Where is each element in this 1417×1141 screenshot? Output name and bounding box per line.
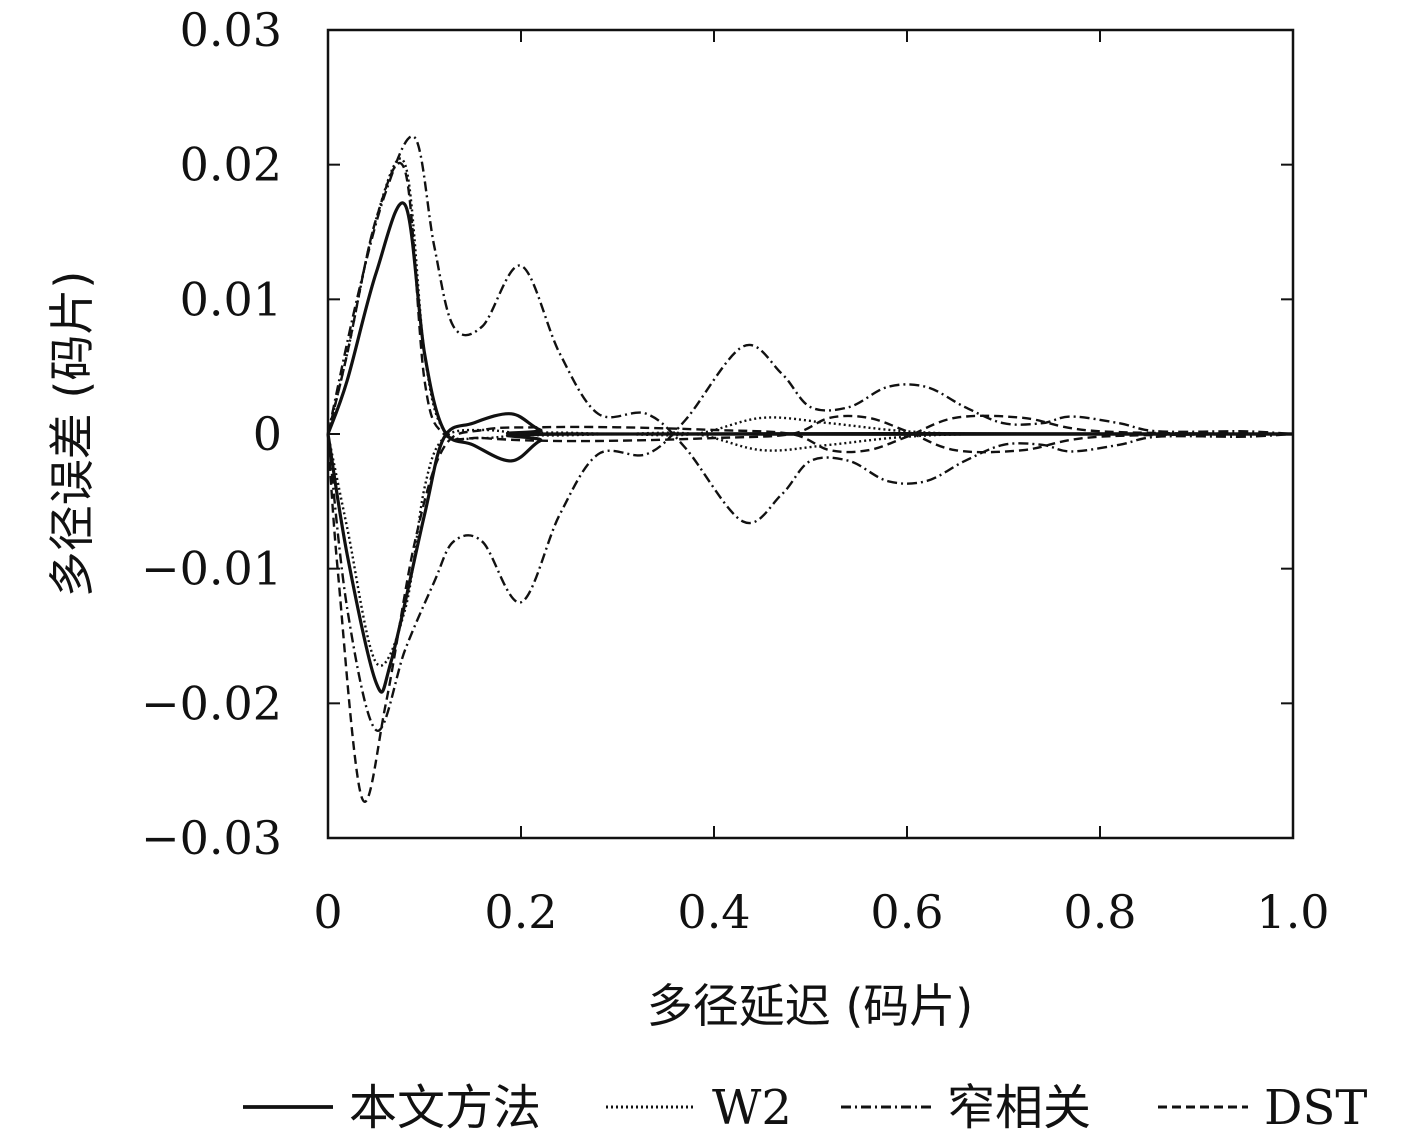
series-2-lower-line [326,343,1294,732]
y-tick-label: −0.02 [141,676,282,730]
series-1-lower-line [326,428,1294,667]
x-axis-title: 多径延迟 (码片) [647,979,974,1033]
x-tick-label: 0.2 [484,885,557,939]
series-1-upper-line [326,157,1294,441]
legend-label-2: 窄相关 [947,1080,1091,1136]
y-tick-label: −0.03 [141,811,282,865]
series-3-lower-line [326,414,1294,803]
y-tick-label: 0.01 [180,272,282,326]
x-tick-label: 0.8 [1063,885,1136,939]
axis-ticks [327,29,1294,839]
y-axis-title: 多径误差 (码片) [45,271,99,598]
legend-label-3: DST [1264,1080,1367,1136]
y-tick-label: 0.03 [180,3,282,57]
legend-label-1: W2 [712,1080,792,1136]
series-0-lower-line [326,412,1294,694]
legend-label-0: 本文方法 [349,1080,541,1136]
series-lines [326,135,1294,803]
y-tick-label: −0.01 [141,542,282,596]
x-tick-label: 0.6 [870,885,943,939]
series-3-upper-line [326,162,1294,454]
legend: 本文方法 W2 窄相关 DST [243,1080,1367,1136]
x-tick-label: 0.4 [677,885,750,939]
x-tick-label: 1.0 [1256,885,1329,939]
y-tick-label: 0 [253,407,282,461]
series-2-upper-line [326,135,1294,525]
x-tick-label: 0 [313,885,342,939]
y-tick-label: 0.02 [180,138,282,192]
tick-labels: 0 0.2 0.4 0.6 0.8 1.0 0.03 0.02 0.01 0 −0.01 −0.02 −… [141,3,1330,939]
